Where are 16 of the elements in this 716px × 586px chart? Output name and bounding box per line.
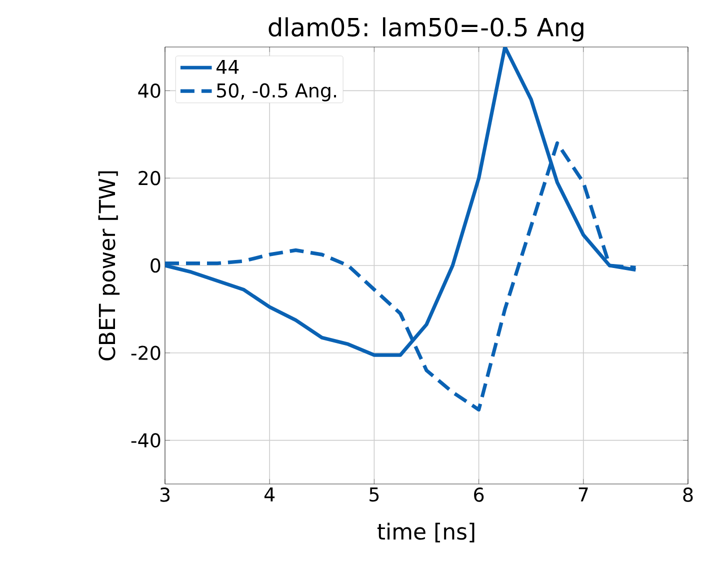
x-tick-label: 6: [474, 488, 484, 502]
legend-label: 50, -0.5 Ang.: [217, 83, 336, 102]
x-tick-label: 3: [160, 488, 170, 502]
y-axis-title: CBET power [TW]: [98, 171, 120, 360]
y-tick-label: -20: [131, 346, 160, 360]
legend-label: 44: [216, 60, 239, 74]
chart-title: dlam05: lam50=-0.5 Ang: [268, 17, 584, 42]
y-tick-label: 0: [150, 258, 160, 273]
y-tick-label: 20: [138, 170, 160, 186]
x-tick-label: 5: [370, 488, 379, 502]
y-tick-label: -40: [131, 433, 160, 448]
x-axis-title: time [ns]: [377, 522, 474, 542]
y-tick-label: 40: [138, 84, 160, 98]
x-tick-label: 8: [683, 488, 693, 502]
x-tick-label: 4: [264, 488, 275, 502]
x-tick-label: 7: [578, 488, 588, 502]
